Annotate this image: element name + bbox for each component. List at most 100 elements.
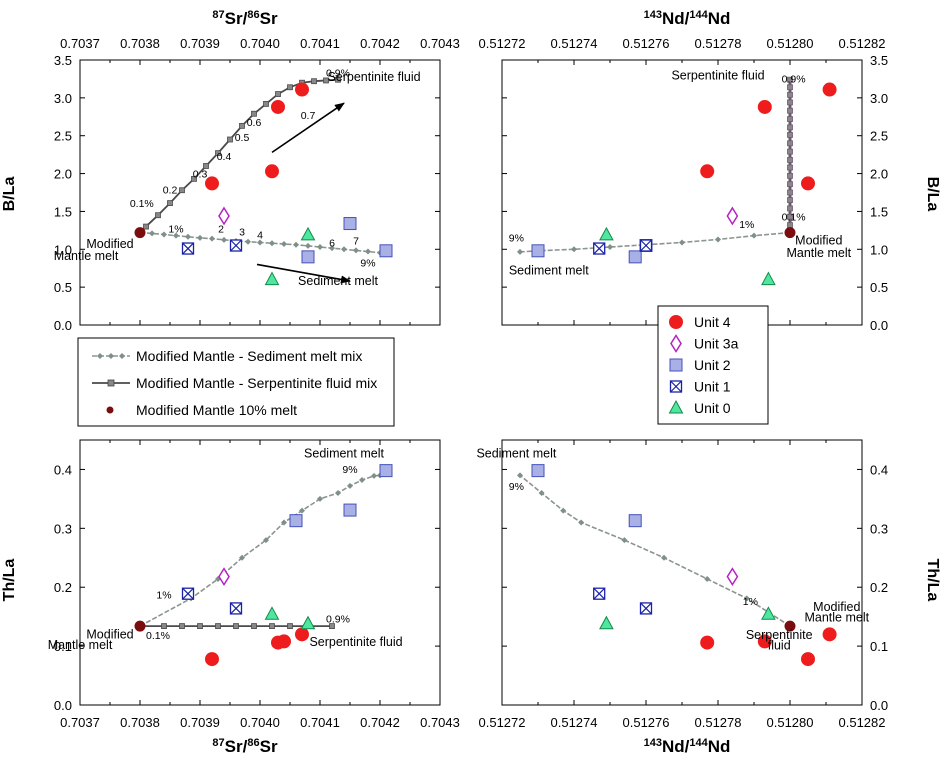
- x-tick-label: 0.7040: [240, 715, 280, 730]
- sediment-mix-point: [329, 245, 335, 252]
- x-tick-label: 0.51280: [767, 36, 814, 51]
- unit1-cross-b: [670, 380, 682, 393]
- y-tick-label: 0.2: [870, 580, 888, 595]
- sediment-mix-point: [607, 244, 613, 251]
- unit4-point: [822, 627, 837, 642]
- unit1-point: [593, 242, 606, 255]
- sediment-mix-point: [269, 240, 275, 247]
- annotation: Serpentinite fluid: [327, 70, 420, 84]
- legend-label: Unit 3a: [694, 336, 739, 352]
- sediment-mix-point: [538, 490, 545, 496]
- left-bottom-ylabel: Th/La: [1, 559, 18, 602]
- y-tick-label: 1.5: [54, 204, 72, 219]
- mantle-melt-point: [784, 227, 796, 239]
- y-tick-label: 0.3: [870, 521, 888, 536]
- serpentinite-mix-point: [787, 124, 793, 131]
- y-tick-label: 0.3: [54, 521, 72, 536]
- x-tick-label: 0.7042: [360, 36, 400, 51]
- legend-label: Modified Mantle - Sediment melt mix: [136, 348, 362, 364]
- legend-swatch: [669, 358, 683, 372]
- annotation: 2: [218, 224, 224, 236]
- serpentinite-mix-point: [239, 122, 245, 129]
- legend-swatch: [106, 406, 114, 414]
- plot-frame: [79, 59, 441, 326]
- x-tick-label: 0.51278: [695, 36, 742, 51]
- sediment-mix-point: [149, 230, 155, 237]
- plot-frame: [501, 59, 863, 326]
- serpentinite-mix-point: [269, 623, 275, 629]
- legend-sed: Modified Mantle - Sediment melt mix: [92, 348, 362, 364]
- y-tick-label: 0.5: [54, 280, 72, 295]
- y-tick-label: 2.0: [870, 167, 888, 182]
- unit4-point: [822, 82, 837, 97]
- annotation: Modified: [86, 627, 133, 641]
- annotation: 1%: [739, 219, 754, 231]
- x-tick-label: 0.7037: [60, 715, 100, 730]
- y-tick-label: 0.0: [870, 318, 888, 333]
- serpentinite-mix-point: [787, 164, 793, 171]
- unit2-point: [379, 244, 393, 258]
- unit4-point: [295, 82, 309, 97]
- y-tick-label: 1.0: [870, 242, 888, 257]
- annotation: 4: [257, 230, 263, 242]
- annotation: 0.2: [163, 184, 178, 196]
- annotation: 1%: [156, 589, 171, 601]
- x-tick-label: 0.51276: [623, 715, 670, 730]
- sediment-mix-point: [715, 236, 721, 243]
- annotation: Modified: [813, 600, 860, 614]
- serpentinite-mix-point: [197, 623, 203, 629]
- x-tick-label: 0.51278: [695, 715, 742, 730]
- annotation: 0.1%: [146, 630, 170, 642]
- serpentinite-mix-point: [787, 189, 793, 196]
- sediment-mix-point: [305, 242, 311, 249]
- unit4-point: [205, 176, 219, 191]
- unit2-point: [628, 514, 642, 528]
- y-tick-label: 2.5: [870, 129, 888, 144]
- plot-frame: [79, 439, 441, 706]
- sediment-mix-point: [281, 240, 287, 247]
- sediment-mix-point: [281, 519, 287, 526]
- y-tick-label: 0.0: [870, 698, 888, 713]
- annotation: 7: [353, 236, 359, 248]
- y-tick-label: 1.5: [870, 204, 888, 219]
- unit4-point: [757, 99, 772, 114]
- annotation: Sediment melt: [298, 274, 378, 288]
- unit3a-point: [218, 206, 230, 226]
- sediment-mix-point: [317, 244, 323, 251]
- sediment-mix-point: [371, 472, 377, 479]
- bottom-right-axis-title: 143Nd/144Nd: [644, 737, 731, 756]
- unit2-point: [531, 464, 545, 478]
- bottom-left-axis-title: 87Sr/86Sr: [212, 737, 278, 756]
- y-tick-label: 0.4: [54, 462, 72, 477]
- unit1-cross-b: [230, 602, 242, 615]
- unit2-point: [531, 244, 545, 258]
- unit4-point: [757, 634, 772, 649]
- legend-unit4: Unit 4: [669, 314, 731, 330]
- unit2-point: [628, 250, 642, 264]
- serpentinite-mix-point: [287, 623, 293, 629]
- x-tick-label: 0.51272: [479, 715, 526, 730]
- sediment-mix-point: [353, 247, 359, 254]
- y-tick-label: 0.4: [870, 462, 888, 477]
- serpentinite-mix-point: [179, 187, 185, 194]
- unit2-point: [301, 250, 315, 264]
- legend-label: Unit 4: [694, 314, 731, 330]
- unit1-cross-b: [593, 587, 606, 600]
- annotation: 6: [329, 237, 335, 249]
- trend-arrow: [256, 263, 351, 284]
- x-tick-label: 0.51280: [767, 715, 814, 730]
- annotation: Sediment melt: [476, 447, 556, 461]
- legend-unit1: Unit 1: [669, 379, 731, 395]
- line-legend-frame: [77, 337, 395, 427]
- legend-label: Unit 2: [694, 357, 731, 373]
- sediment-mix-point: [257, 239, 263, 246]
- y-tick-label: 0.0: [54, 318, 72, 333]
- annotation: Sediment melt: [509, 263, 589, 277]
- y-tick-label: 1.0: [54, 242, 72, 257]
- sediment-mix-point: [293, 241, 299, 248]
- unit1-point: [181, 242, 195, 255]
- unit0-point: [761, 271, 776, 286]
- y-tick-label: 2.0: [54, 167, 72, 182]
- unit2-point: [343, 217, 357, 231]
